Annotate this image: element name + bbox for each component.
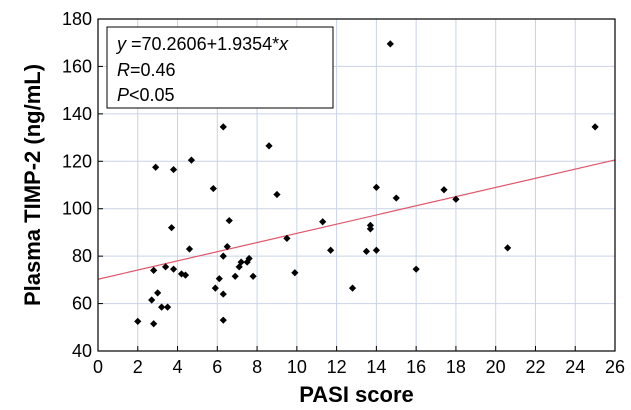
data-point — [273, 190, 281, 199]
data-point — [219, 123, 227, 131]
x-tick-label: 24 — [565, 357, 585, 377]
x-tick-label: 4 — [173, 357, 183, 377]
data-point — [177, 270, 186, 278]
data-point — [452, 195, 460, 203]
data-point — [366, 225, 375, 233]
data-point — [591, 123, 599, 131]
y-tick-label: 120 — [62, 151, 92, 171]
data-point — [235, 263, 243, 271]
x-tick-label: 16 — [406, 357, 426, 377]
plot-frame — [97, 18, 616, 352]
data-point — [158, 303, 166, 311]
y-tick-label: 100 — [62, 199, 92, 219]
data-point — [185, 245, 194, 253]
data-point — [348, 284, 357, 292]
x-tick-labels: 0 2 4 6 8 10 12 14 16 18 20 22 24 26 — [93, 357, 625, 377]
data-point — [319, 218, 327, 226]
data-point — [219, 316, 227, 324]
data-point — [167, 224, 176, 232]
y-tick-label: 80 — [72, 246, 92, 266]
data-point — [291, 269, 299, 277]
x-tick-label: 22 — [525, 357, 545, 377]
x-tick-label: 8 — [252, 357, 262, 377]
x-tick-label: 14 — [366, 357, 386, 377]
y-tick-label: 40 — [72, 341, 92, 361]
x-tick-label: 20 — [486, 357, 506, 377]
data-point — [372, 183, 380, 191]
data-point — [219, 252, 227, 260]
data-point — [163, 303, 172, 311]
data-point — [181, 271, 190, 279]
data-point — [215, 275, 223, 283]
x-tick-label: 12 — [327, 357, 347, 377]
y-tick-label: 160 — [62, 56, 92, 76]
y-axis-title: Plasma TIMP-2 (ng/mL) — [20, 64, 45, 306]
x-tick-label: 6 — [212, 357, 222, 377]
data-point — [148, 296, 156, 304]
data-point — [231, 272, 239, 280]
regression-equation: y =70.2606+1.9354*x — [115, 34, 289, 54]
data-point — [392, 194, 400, 202]
data-point — [154, 289, 162, 297]
data-point — [169, 265, 178, 273]
x-axis-title: PASI score — [299, 382, 414, 407]
data-point — [225, 216, 233, 225]
data-points — [134, 40, 599, 328]
correlation-coefficient: R=0.46 — [117, 60, 176, 80]
data-point — [265, 142, 273, 150]
data-point — [504, 244, 512, 252]
data-point — [187, 156, 196, 164]
data-point — [237, 258, 245, 266]
data-point — [134, 317, 142, 325]
data-point — [245, 254, 253, 263]
data-point — [412, 265, 420, 273]
data-point — [150, 320, 158, 328]
y-tick-label: 140 — [62, 104, 92, 124]
p-value: P<0.05 — [117, 85, 175, 105]
data-point — [327, 246, 335, 254]
stats-box-frame — [106, 26, 334, 109]
y-tick-label: 180 — [62, 9, 92, 29]
regression-line — [97, 159, 616, 280]
axis-ticks — [97, 18, 616, 352]
x-tick-label: 0 — [93, 357, 103, 377]
data-point — [283, 234, 291, 242]
data-point — [386, 40, 394, 48]
x-tick-label: 18 — [446, 357, 466, 377]
x-tick-label: 10 — [287, 357, 307, 377]
y-tick-labels: 40 60 80 100 120 140 160 180 — [62, 9, 92, 361]
data-point — [150, 266, 158, 274]
stats-box: y =70.2606+1.9354*x R=0.46 P<0.05 — [106, 26, 334, 109]
x-tick-label: 26 — [605, 357, 625, 377]
data-point — [249, 272, 257, 280]
data-point — [152, 163, 160, 171]
data-point — [223, 243, 231, 251]
data-point — [362, 247, 371, 255]
regression-line-group — [97, 159, 616, 280]
data-point — [209, 184, 217, 193]
data-point — [211, 284, 219, 292]
data-point — [162, 263, 170, 271]
data-point — [440, 186, 448, 194]
y-tick-label: 60 — [72, 294, 92, 314]
x-tick-label: 2 — [133, 357, 143, 377]
data-point — [372, 246, 380, 254]
data-point — [169, 165, 178, 174]
data-point — [243, 258, 251, 266]
data-point — [219, 290, 227, 298]
